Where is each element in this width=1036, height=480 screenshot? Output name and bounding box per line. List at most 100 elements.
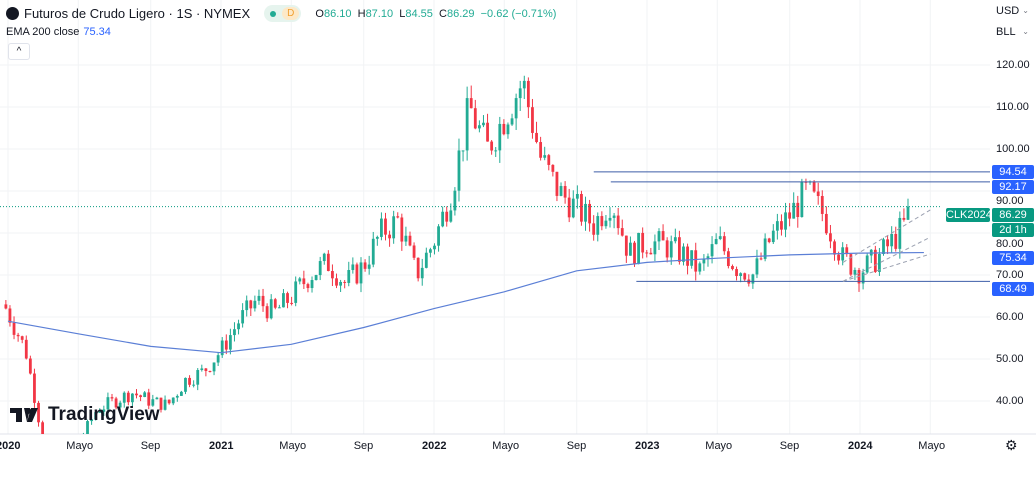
candle-body	[539, 142, 543, 158]
candle-body	[167, 399, 171, 404]
candle-body	[86, 421, 89, 434]
candle-body	[351, 264, 355, 271]
candle-body	[608, 217, 612, 221]
candle-body	[20, 336, 24, 340]
candle-body	[420, 267, 424, 279]
candle-body	[192, 384, 196, 386]
symbol-label: CLK2024	[946, 207, 992, 222]
candle-body	[498, 123, 502, 151]
candle-body	[800, 181, 804, 218]
candle-body	[739, 273, 743, 277]
candle-body	[784, 212, 787, 230]
candle-body	[531, 107, 534, 133]
candle-body	[8, 308, 12, 323]
candle-body	[143, 392, 147, 398]
candle-body	[147, 392, 151, 406]
candle-body	[665, 240, 669, 258]
candle-body	[629, 242, 632, 256]
candle-body	[122, 392, 126, 403]
candle-body	[469, 98, 473, 109]
candle-body	[261, 295, 265, 307]
candle-body	[437, 226, 440, 246]
candle-body	[212, 362, 216, 372]
candle-body	[58, 469, 61, 477]
market-status-pill[interactable]: D	[264, 5, 302, 22]
candle-body	[853, 269, 857, 275]
candle-body	[661, 231, 665, 241]
candle-body	[412, 245, 416, 258]
candle-body	[861, 272, 865, 284]
candle-body	[179, 391, 183, 396]
candle-body	[400, 217, 404, 242]
candle-body	[873, 249, 877, 272]
candle-body	[384, 218, 387, 235]
candle-body	[237, 323, 240, 330]
candle-body	[359, 262, 363, 284]
candle-body	[751, 274, 755, 284]
candle-body	[135, 393, 138, 396]
candle-body	[118, 402, 122, 408]
ema-indicator-legend[interactable]: EMA 200 close 75.34	[6, 26, 111, 38]
candle-body	[477, 125, 481, 129]
candle-body	[277, 307, 281, 309]
price-tick: 90.00	[996, 194, 1024, 207]
candle-body	[755, 258, 759, 275]
candle-body	[322, 253, 326, 262]
candle-body	[788, 212, 792, 219]
chevron-down-icon: ⌄	[1022, 27, 1029, 36]
candle-body	[224, 340, 228, 350]
candle-body	[580, 193, 583, 222]
collapse-legend-button[interactable]: ^	[8, 43, 30, 60]
candle-body	[318, 261, 322, 276]
candle-body	[355, 264, 359, 284]
candle-body	[290, 302, 294, 304]
candle-body	[24, 339, 28, 359]
settings-gear-icon[interactable]: ⚙	[1005, 437, 1018, 453]
delayed-badge: D	[282, 7, 300, 20]
candle-body	[882, 239, 885, 254]
candle-body	[824, 213, 828, 234]
candle-body	[620, 228, 624, 236]
candle-body	[392, 216, 396, 239]
candle-body	[694, 250, 698, 272]
last-price-label: 86.29	[992, 207, 1034, 222]
candle-body	[649, 252, 653, 255]
candle-body	[588, 203, 591, 224]
candle-body	[273, 299, 277, 308]
candle-body	[404, 235, 408, 242]
candle-body	[890, 233, 894, 247]
ema-200-line	[7, 251, 924, 354]
time-tick: Sep	[779, 440, 800, 452]
ohlc-values: O86.10 H87.10 L84.55 C86.29 −0.62 (−0.71…	[315, 7, 557, 20]
candle-body	[845, 247, 849, 255]
candle-body	[429, 249, 432, 253]
candle-body	[90, 419, 93, 422]
candle-body	[637, 232, 640, 265]
currency-select[interactable]: USD ⌄	[992, 3, 1032, 22]
candle-body	[518, 88, 522, 99]
candle-body	[371, 238, 375, 265]
symbol-logo-icon	[6, 7, 19, 20]
time-tick: 2024	[848, 440, 873, 452]
candle-body	[41, 422, 45, 434]
candle-body	[547, 155, 551, 165]
candle-body	[559, 186, 563, 196]
candle-body	[673, 237, 677, 242]
symbol-title[interactable]: Futuros de Crudo Ligero · 1S · NYMEX	[24, 6, 251, 21]
candle-body	[502, 123, 506, 135]
candle-body	[486, 122, 489, 142]
candle-body	[367, 264, 371, 269]
tradingview-logo-icon	[10, 408, 38, 422]
candle-body	[473, 108, 477, 129]
candle-body	[506, 124, 510, 135]
candle-body	[714, 239, 718, 245]
candle-body	[633, 242, 636, 265]
candle-body	[865, 255, 869, 273]
level-price-label: 68.49	[992, 282, 1034, 296]
candle-body	[188, 377, 191, 385]
unit-select[interactable]: BLL ⌄	[992, 24, 1032, 43]
time-tick: Mayo	[705, 440, 733, 452]
price-tick: 100.00	[996, 143, 1030, 155]
price-tick: 60.00	[996, 311, 1024, 323]
